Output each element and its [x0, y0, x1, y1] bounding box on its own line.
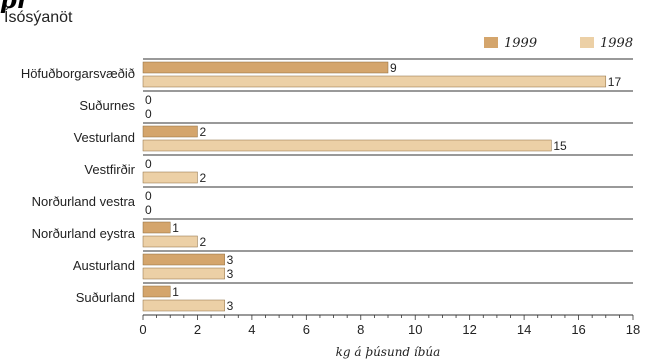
value-label-1998: 0	[145, 203, 152, 217]
value-label-1999: 9	[390, 61, 397, 75]
category-label: Suðurnes	[79, 98, 135, 113]
value-label-1999: 3	[227, 253, 234, 267]
bar-1998	[142, 75, 607, 88]
bar-1998	[142, 299, 225, 312]
value-label-1999: 1	[172, 221, 179, 235]
row-separators	[143, 58, 633, 284]
legend-swatch-1999	[484, 37, 498, 48]
x-tick-label: 18	[626, 322, 640, 337]
legend-label-1998: 1998	[600, 36, 633, 51]
value-label-1999: 1	[172, 285, 179, 299]
value-label-1999: 0	[145, 93, 152, 107]
bar-1998	[142, 139, 552, 152]
value-label-1998: 0	[145, 107, 152, 121]
legend-label-1999: 1999	[504, 36, 537, 51]
x-tick-label: 12	[462, 322, 476, 337]
legend: 1999 1998	[484, 36, 633, 51]
category-label: Vestfirðir	[84, 162, 135, 177]
x-tick-label: 14	[517, 322, 531, 337]
value-label-1998: 3	[227, 267, 234, 281]
value-label-1998: 3	[227, 299, 234, 313]
value-label-1999: 2	[199, 125, 206, 139]
x-tick-label: 0	[139, 322, 146, 337]
x-tick-label: 2	[194, 322, 201, 337]
bar-1999	[142, 125, 198, 138]
category-label: Norðurland eystra	[32, 226, 136, 241]
category-label: Norðurland vestra	[32, 194, 136, 209]
value-label-1999: 0	[145, 189, 152, 203]
legend-swatch-1998	[580, 37, 594, 48]
x-tick-label: 16	[571, 322, 585, 337]
bar-1999	[142, 221, 171, 234]
category-label: Vesturland	[74, 130, 135, 145]
bar-1998	[142, 267, 225, 280]
category-label: Höfuðborgarsvæðið	[21, 66, 135, 81]
x-tick-label: 4	[248, 322, 255, 337]
bar-1998	[142, 235, 198, 248]
x-axis: 0 2 4 6 8 10 12 14 16 18	[139, 314, 640, 337]
bar-1999	[142, 61, 389, 74]
category-label: Suðurland	[76, 290, 135, 305]
x-tick-label: 8	[357, 322, 364, 337]
bar-1998	[142, 171, 198, 184]
bar-1999	[142, 285, 171, 298]
value-label-1998: 2	[199, 171, 206, 185]
bar-1999	[142, 253, 225, 266]
category-label: Austurland	[73, 258, 135, 273]
value-label-1998: 17	[608, 75, 622, 89]
value-label-1999: 0	[145, 157, 152, 171]
value-label-1998: 2	[199, 235, 206, 249]
value-label-1998: 15	[553, 139, 567, 153]
chart-title-partial: pr	[0, 0, 29, 14]
x-axis-label: kg á þúsund íbúa	[336, 345, 441, 359]
x-tick-label: 6	[303, 322, 310, 337]
x-tick-label: 10	[408, 322, 422, 337]
chart-subtitle: Ísósýanöt	[4, 9, 73, 26]
